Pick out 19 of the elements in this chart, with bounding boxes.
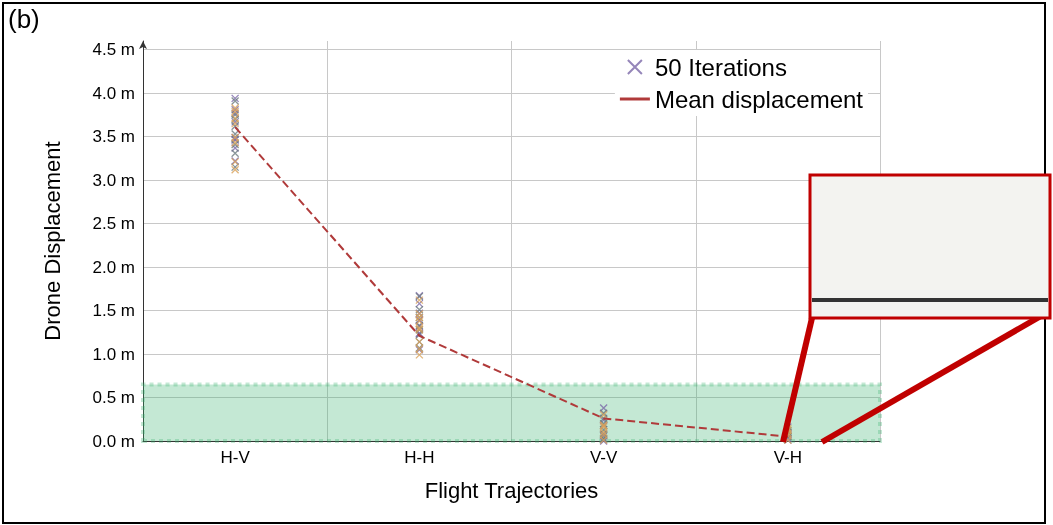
y-tick-label: 1.5 m (92, 301, 135, 321)
x-tick-label: V-V (589, 448, 618, 467)
y-tick-label: 2.5 m (92, 214, 135, 234)
x-axis-title: Flight Trajectories (424, 477, 599, 503)
y-tick-label: 3.5 m (92, 127, 135, 147)
y-tick-label: 2.0 m (92, 257, 135, 277)
y-tick-label: 4.0 m (92, 83, 135, 103)
y-tick-label: 3.0 m (92, 170, 135, 190)
legend-label: Mean displacement (654, 85, 864, 113)
y-tick-label: 0.5 m (92, 388, 135, 408)
x-tick-label: H-V (220, 448, 251, 467)
y-tick-label: 1.0 m (92, 344, 135, 364)
y-axis-title: Drone Displacement (39, 141, 65, 341)
text: (b) (8, 4, 40, 35)
y-tick-label: 4.5 m (92, 40, 135, 60)
y-tick-label: 0.0 m (92, 431, 135, 451)
x-tick-label: V-H (773, 448, 803, 467)
legend-label: 50 Iterations (654, 53, 787, 81)
x-tick-label: H-H (404, 448, 435, 467)
